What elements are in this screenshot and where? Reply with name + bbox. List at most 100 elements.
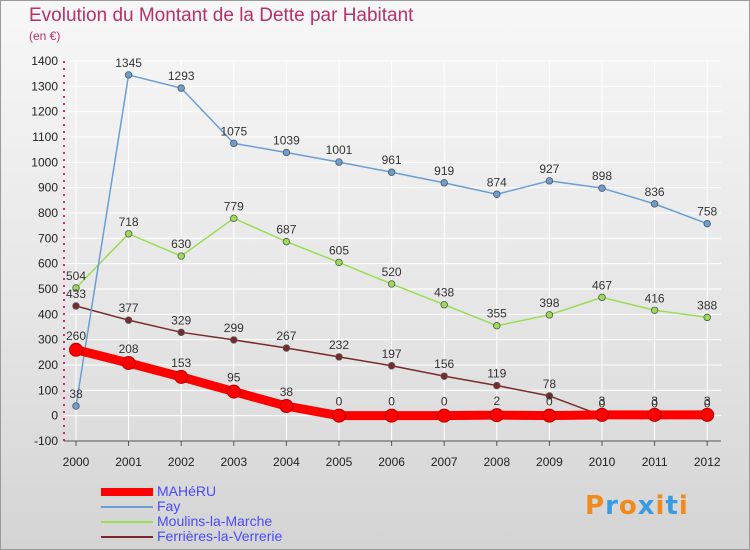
data-point-0 <box>647 407 662 422</box>
data-label-1: 1039 <box>273 133 300 147</box>
logo-letter: x <box>637 491 656 521</box>
x-tick-label: 2003 <box>220 455 247 469</box>
chart-subtitle: (en €) <box>29 29 61 43</box>
data-point-1 <box>493 190 501 198</box>
grid-lines <box>64 60 721 442</box>
data-label-0: 3 <box>599 394 606 408</box>
data-point-3 <box>282 344 291 352</box>
data-point-1 <box>545 177 554 185</box>
y-tick-label: 500 <box>38 282 58 296</box>
data-label-2: 687 <box>276 223 296 237</box>
data-label-0: 0 <box>336 395 343 409</box>
y-tick-label: 200 <box>38 358 58 372</box>
legend-label: Ferrières-la-Verrerie <box>157 528 283 544</box>
data-point-2 <box>493 322 501 330</box>
data-label-3: 299 <box>224 321 244 335</box>
y-tick-label: 600 <box>38 257 58 271</box>
data-point-2 <box>650 306 659 314</box>
data-point-0 <box>384 408 399 423</box>
legend-swatch <box>101 521 153 523</box>
data-label-1: 38 <box>69 387 83 401</box>
data-label-3: 78 <box>543 377 557 391</box>
data-point-2 <box>282 237 291 246</box>
data-label-1: 927 <box>539 162 559 176</box>
data-label-1: 758 <box>697 205 717 219</box>
data-label-1: 874 <box>487 175 507 189</box>
data-label-2: 416 <box>645 291 665 305</box>
data-point-1 <box>282 148 291 157</box>
data-label-0: 0 <box>441 395 448 409</box>
legend-label: Moulins-la-Marche <box>157 513 273 529</box>
y-tick-label: 1200 <box>31 105 58 119</box>
x-tick-label: 2011 <box>642 455 668 469</box>
y-tick-label: 400 <box>38 307 58 321</box>
data-label-3: 119 <box>487 367 506 381</box>
data-label-3: 377 <box>119 301 139 315</box>
y-tick-labels: -100 0 100 200 300 400 500 600 700 800 900 1000 1100… <box>31 54 58 448</box>
logo-letter: i <box>678 491 689 521</box>
data-label-2: 438 <box>434 286 454 300</box>
y-tick-label: -100 <box>34 434 58 448</box>
x-tick-label: 2006 <box>378 455 405 469</box>
legend-swatch <box>101 506 153 508</box>
data-point-2 <box>335 258 343 267</box>
logo-letter: t <box>665 491 679 521</box>
data-label-3: 197 <box>382 347 402 361</box>
data-label-0: 95 <box>227 371 241 385</box>
data-point-0 <box>69 342 83 357</box>
legend-label: Fay <box>157 498 181 514</box>
data-point-1 <box>387 168 396 176</box>
data-point-1 <box>335 158 343 166</box>
data-point-2 <box>440 301 448 309</box>
logo-letter: P <box>585 491 606 521</box>
data-label-1: 1075 <box>220 124 247 138</box>
data-label-1: 1345 <box>115 56 142 70</box>
logo-letter: r <box>605 491 619 521</box>
logo-letter: o <box>618 491 638 521</box>
data-point-0 <box>489 408 504 423</box>
data-point-2 <box>177 252 185 260</box>
data-point-1 <box>650 200 659 208</box>
y-tick-label: 1100 <box>32 130 58 144</box>
data-point-0 <box>226 384 241 399</box>
y-tick-label: 100 <box>38 383 58 397</box>
chart-title: Evolution du Montant de la Dette par Hab… <box>29 5 414 26</box>
data-label-1: 836 <box>645 185 665 199</box>
data-label-2: 504 <box>66 269 86 283</box>
x-tick-label: 2009 <box>536 455 563 469</box>
data-point-3 <box>230 336 238 344</box>
data-label-0: 2 <box>493 394 500 408</box>
data-label-3: 0 <box>651 397 658 411</box>
data-point-0 <box>174 369 189 384</box>
data-point-1 <box>124 71 133 79</box>
y-tick-label: 800 <box>38 206 58 220</box>
data-label-2: 718 <box>119 215 139 229</box>
data-labels: 433 377 329 299 267 232 197 156 119 78 0 0 0 504 718 63… <box>66 56 718 411</box>
data-point-1 <box>177 84 185 92</box>
data-point-2 <box>387 280 396 288</box>
x-tick-label: 2004 <box>273 455 300 469</box>
data-label-3: 433 <box>66 287 86 301</box>
data-label-2: 467 <box>592 278 612 292</box>
data-label-0: 208 <box>119 342 139 356</box>
data-label-1: 1001 <box>326 143 353 157</box>
data-label-3: 329 <box>171 313 191 327</box>
data-point-3 <box>493 381 501 390</box>
data-label-0: 260 <box>66 329 86 343</box>
legend-label: MAHéRU <box>157 483 217 499</box>
data-label-3: 267 <box>276 329 296 343</box>
data-label-2: 398 <box>539 296 559 310</box>
data-point-1 <box>230 139 238 148</box>
data-label-2: 779 <box>224 199 244 213</box>
data-label-0: 153 <box>171 356 191 370</box>
data-point-1 <box>598 184 606 192</box>
data-label-2: 630 <box>171 237 191 251</box>
x-tick-label: 2008 <box>483 455 510 469</box>
data-point-1 <box>72 402 80 410</box>
series-group <box>69 71 715 423</box>
x-tick-label: 2001 <box>115 455 142 469</box>
data-label-2: 388 <box>697 298 717 312</box>
data-label-3: 156 <box>434 357 454 371</box>
